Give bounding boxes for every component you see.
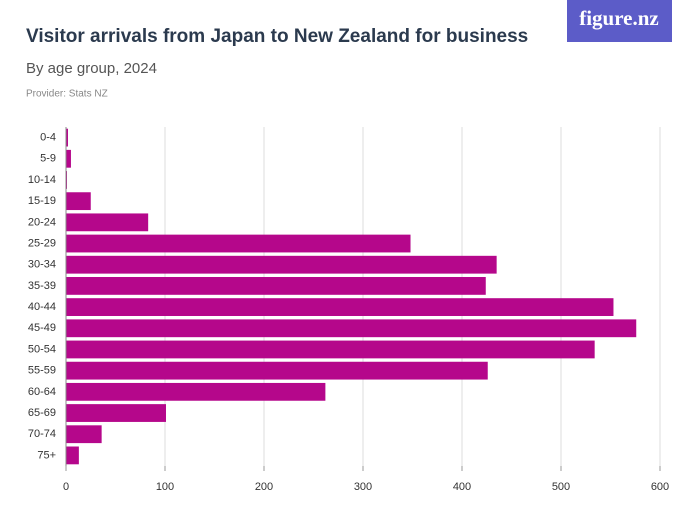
- bar: [66, 340, 595, 359]
- bar: [66, 255, 497, 274]
- y-tick-label: 35-39: [28, 280, 56, 292]
- bar: [66, 234, 411, 253]
- y-tick-label: 45-49: [28, 322, 56, 334]
- y-tick-label: 75+: [37, 449, 56, 461]
- bar: [66, 298, 614, 316]
- x-tick-label: 100: [156, 481, 174, 493]
- chart-subtitle: By age group, 2024: [26, 60, 157, 77]
- bar: [66, 277, 486, 295]
- y-tick-label: 5-9: [40, 153, 56, 165]
- chart-title: Visitor arrivals from Japan to New Zeala…: [26, 26, 528, 47]
- x-tick-label: 600: [651, 481, 669, 493]
- x-tick-label: 0: [63, 481, 69, 493]
- bar: [66, 404, 166, 422]
- y-tick-label: 70-74: [28, 428, 56, 440]
- y-tick-label: 10-14: [28, 174, 56, 186]
- bar: [66, 361, 488, 380]
- y-tick-label: 40-44: [28, 301, 56, 313]
- bar: [66, 446, 79, 465]
- x-tick-label: 300: [354, 481, 372, 493]
- logo-box: [567, 0, 672, 42]
- y-tick-label: 50-54: [28, 343, 56, 355]
- y-tick-label: 25-29: [28, 237, 56, 249]
- y-tick-label: 0-4: [40, 132, 56, 144]
- bar: [66, 128, 68, 147]
- y-tick-label: 15-19: [28, 195, 56, 207]
- bar: [66, 382, 326, 401]
- x-tick-label: 400: [453, 481, 471, 493]
- y-tick-label: 65-69: [28, 407, 56, 419]
- y-tick-label: 30-34: [28, 259, 56, 271]
- y-tick-label: 60-64: [28, 386, 56, 398]
- x-tick-label: 200: [255, 481, 273, 493]
- bar: [66, 425, 102, 444]
- bar: [66, 213, 149, 232]
- y-tick-label: 55-59: [28, 365, 56, 377]
- bar: [66, 192, 91, 211]
- bar: [66, 319, 637, 338]
- logo: figure.nz: [579, 6, 659, 30]
- y-tick-label: 20-24: [28, 216, 56, 228]
- x-tick-label: 500: [552, 481, 570, 493]
- source: Provider: Stats NZ: [26, 89, 108, 100]
- bar: [66, 149, 71, 168]
